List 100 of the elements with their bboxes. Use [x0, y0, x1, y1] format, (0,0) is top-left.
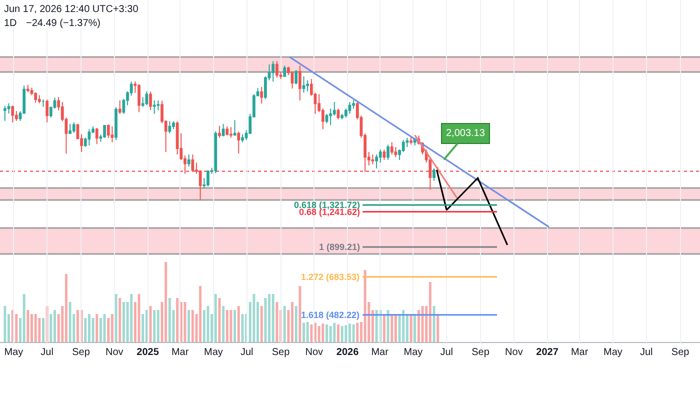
bar	[164, 262, 168, 342]
bar	[402, 310, 405, 342]
ref-line-label: 1.618 (482.22)	[301, 310, 360, 320]
bar	[291, 302, 294, 342]
bar	[99, 318, 102, 342]
bar	[114, 294, 118, 342]
candlestick	[114, 106, 118, 140]
candlestick	[138, 84, 140, 113]
bar	[76, 310, 79, 342]
bar	[34, 314, 37, 342]
bar	[15, 314, 18, 342]
candlestick	[118, 100, 122, 114]
candlestick	[88, 128, 91, 146]
candlestick	[290, 70, 294, 89]
bar	[230, 310, 232, 342]
bar	[340, 326, 344, 342]
candlestick	[294, 70, 298, 85]
bar	[237, 306, 240, 342]
candlestick	[38, 94, 41, 104]
bar	[42, 318, 44, 342]
ref-line-label: 1.272 (683.53)	[301, 272, 360, 282]
ref-line-label: 0.618 (1,321.72)	[294, 200, 360, 210]
bar	[168, 298, 171, 342]
candlestick	[410, 136, 412, 146]
bar	[149, 306, 152, 342]
bar	[206, 306, 210, 342]
x-tick-label: Nov	[105, 347, 124, 358]
candlestick	[260, 86, 264, 104]
bar	[38, 318, 41, 342]
bar	[26, 310, 30, 342]
bar	[92, 318, 94, 342]
x-tick-label: May	[204, 347, 223, 358]
candlestick	[386, 144, 390, 160]
x-tick-label: Sep	[472, 347, 490, 358]
bar	[318, 326, 320, 342]
bar	[436, 314, 440, 342]
candlestick	[390, 142, 394, 156]
x-tick-label: Mar	[570, 347, 589, 358]
bar	[96, 314, 98, 342]
x-tick-label: Mar	[371, 347, 390, 358]
bar	[214, 294, 217, 342]
bar	[50, 314, 52, 342]
annotation: 2,003.13	[446, 128, 486, 139]
x-tick-label: 2025	[136, 347, 160, 358]
candlestick	[46, 98, 49, 123]
bar	[234, 310, 236, 342]
bar	[421, 306, 424, 342]
x-tick-label: 2026	[336, 347, 360, 358]
bar	[153, 310, 156, 342]
candlestick	[272, 60, 275, 82]
bar	[386, 310, 390, 342]
candlestick	[306, 80, 310, 92]
bar	[283, 306, 286, 342]
bar	[356, 322, 359, 342]
bar	[302, 322, 305, 342]
x-tick-label: May	[404, 347, 423, 358]
bar	[364, 270, 366, 342]
bar	[417, 310, 420, 342]
bar	[4, 306, 6, 342]
candlestick	[230, 126, 232, 138]
candlestick	[156, 100, 160, 111]
annotation: 1D	[4, 18, 17, 29]
candlestick	[68, 123, 72, 134]
candlestick	[191, 154, 194, 172]
candlestick	[276, 60, 278, 78]
x-tick-label: Sep	[671, 347, 690, 358]
candlestick	[302, 76, 306, 94]
bar	[156, 310, 160, 342]
x-tick-label: 2027	[536, 347, 559, 358]
candlestick	[110, 126, 114, 143]
bar	[348, 324, 351, 342]
x-tick-label: Nov	[505, 347, 523, 358]
x-tick-label: Jul	[440, 347, 453, 358]
bar	[199, 286, 202, 342]
candlestick	[172, 120, 175, 130]
bar	[344, 325, 348, 342]
candlestick	[145, 90, 148, 106]
x-tick-label: Jul	[640, 347, 653, 358]
candlestick	[103, 124, 106, 138]
bar	[53, 310, 56, 342]
candlestick	[42, 98, 45, 108]
bar	[103, 314, 106, 342]
candlestick	[168, 120, 172, 134]
bar	[352, 324, 355, 342]
bar	[406, 314, 408, 342]
bar	[322, 324, 324, 342]
bar	[226, 310, 228, 342]
bar	[184, 302, 186, 342]
candlestick	[206, 170, 210, 187]
bar	[191, 310, 194, 342]
bar	[276, 302, 278, 342]
candlestick	[222, 123, 225, 137]
bar	[22, 294, 26, 342]
bar	[252, 294, 256, 342]
bar	[222, 306, 225, 342]
bar	[398, 314, 401, 342]
bar	[268, 294, 271, 342]
bar	[410, 314, 412, 342]
candlestick	[283, 65, 286, 78]
bar	[428, 282, 432, 342]
